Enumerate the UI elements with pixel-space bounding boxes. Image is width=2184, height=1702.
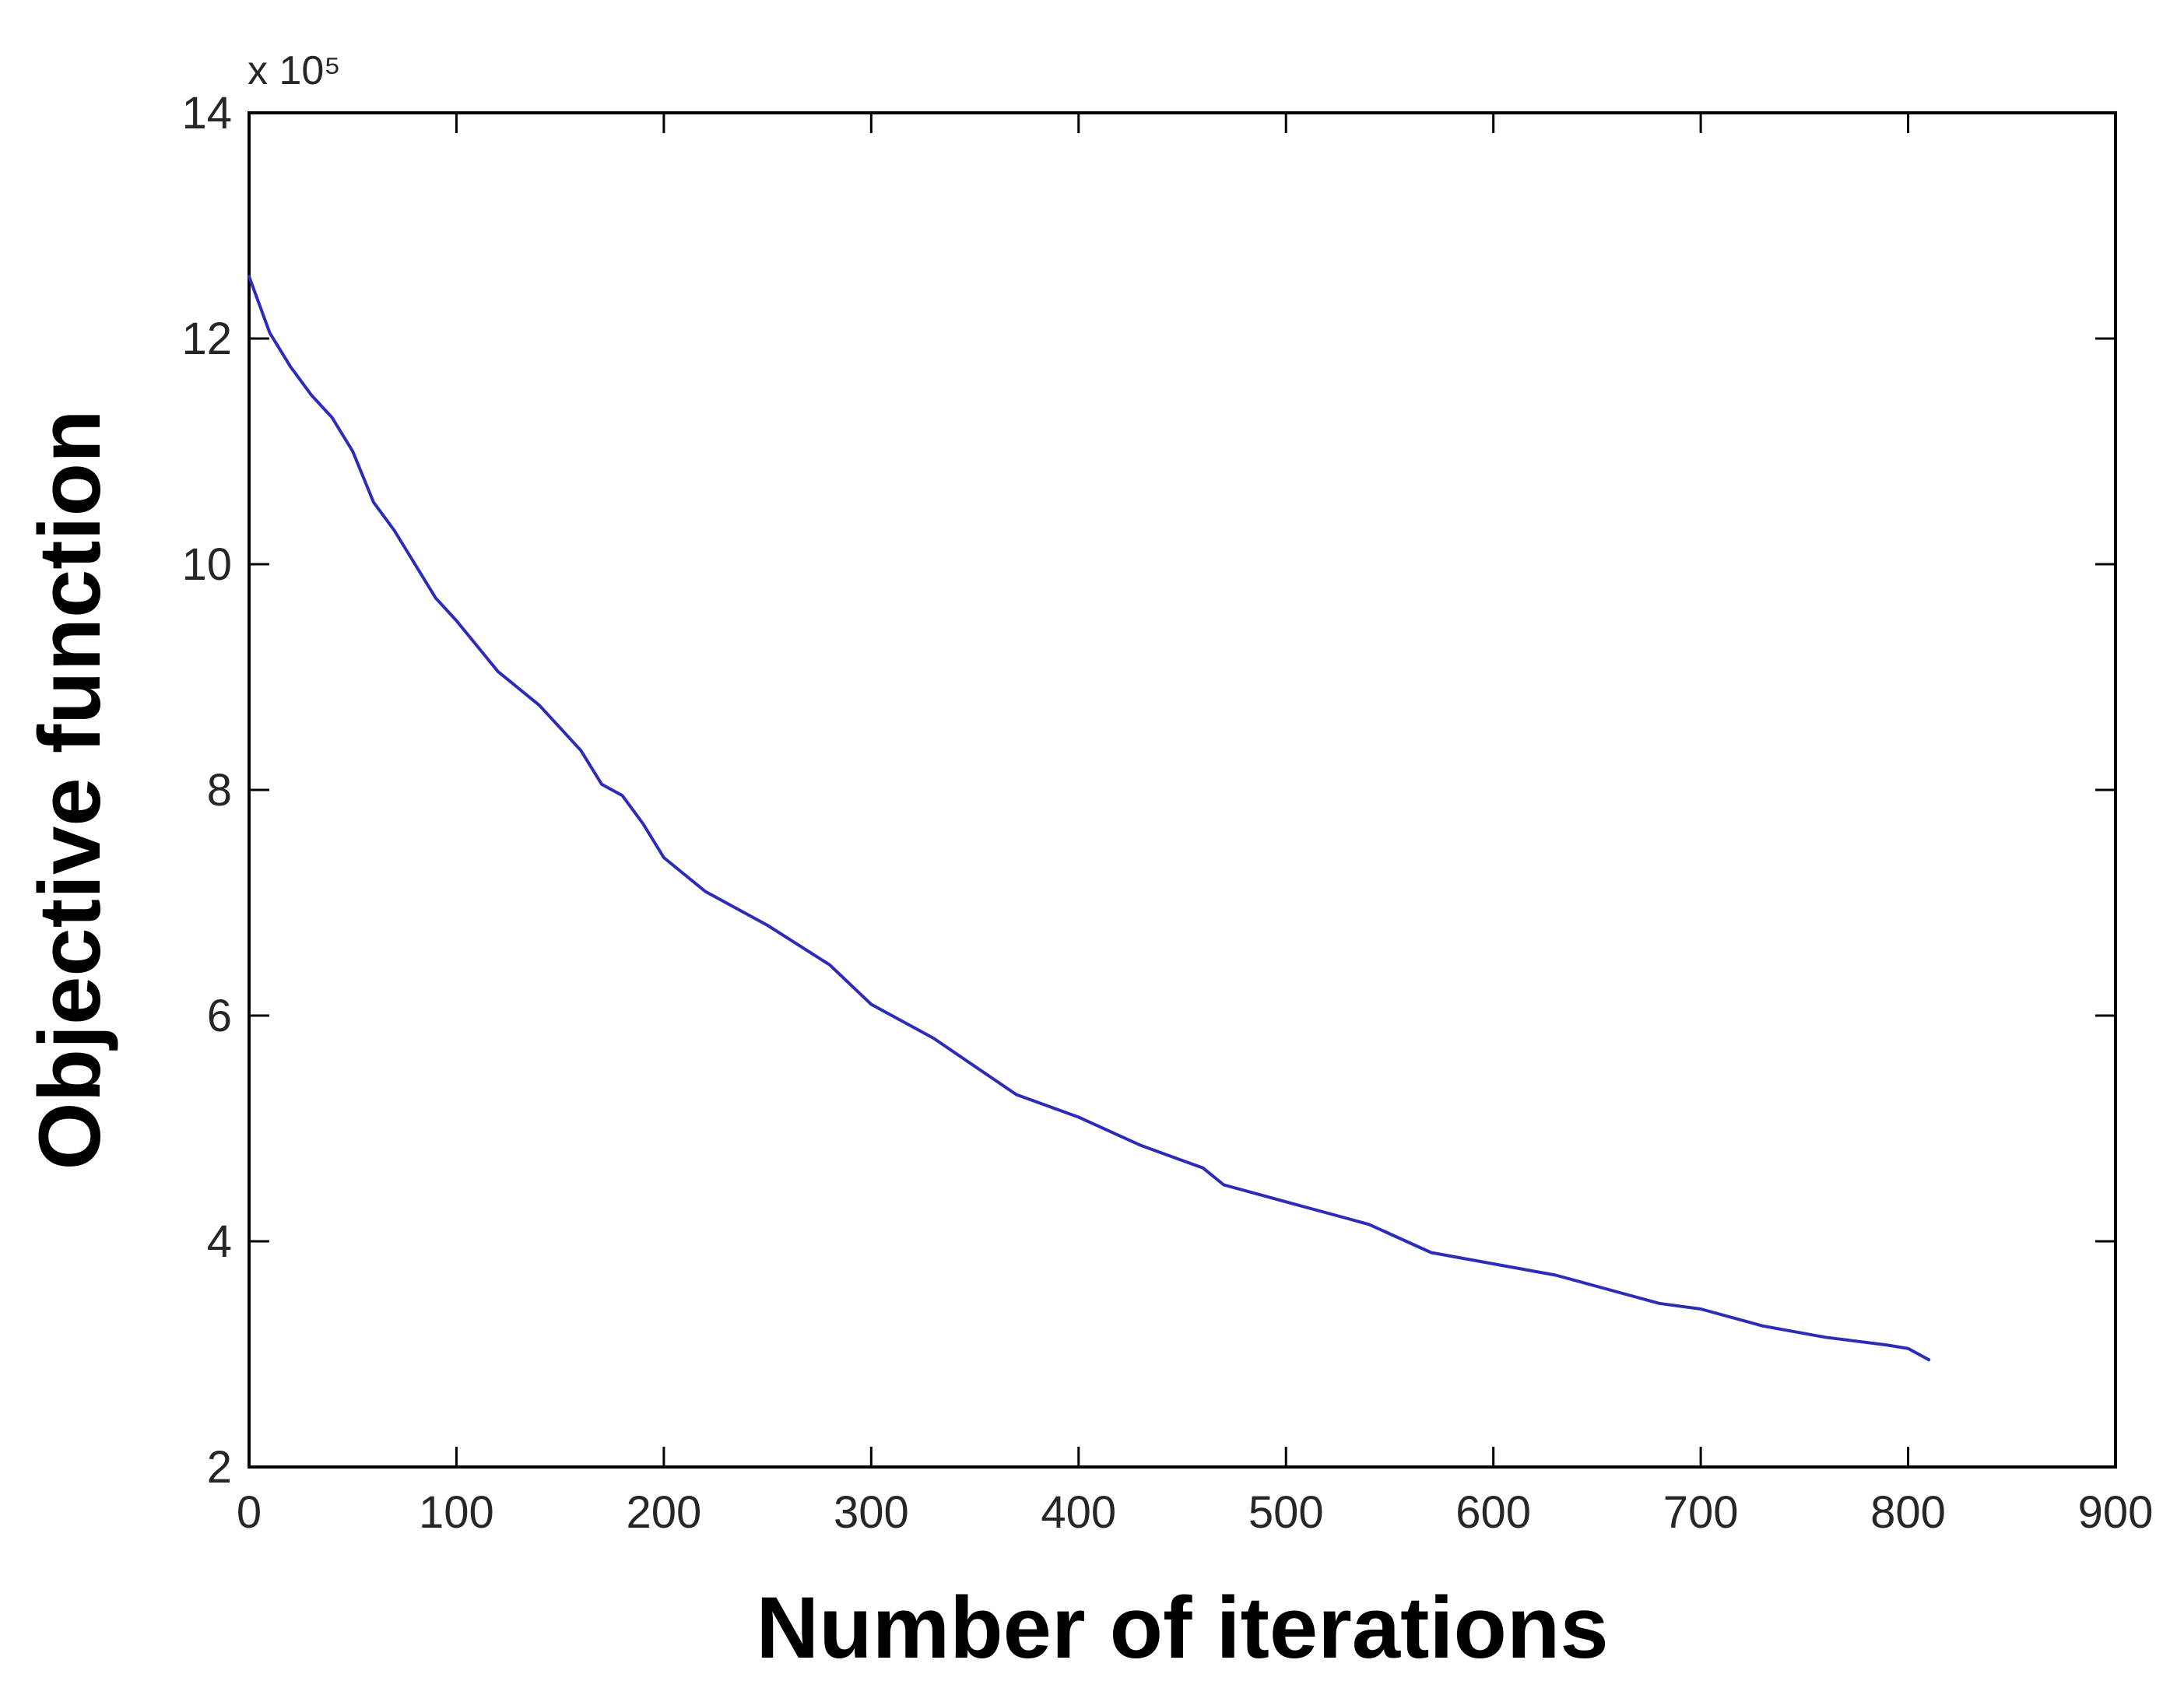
plot-area	[248, 111, 2117, 1469]
y-axis-label: Objective function	[21, 410, 118, 1170]
x-tick-label: 0	[237, 1487, 262, 1538]
objective-function-line	[248, 275, 1931, 1362]
x-tick-label: 500	[1248, 1487, 1324, 1538]
y-axis-ticks: 2 4 6 8 10 12 14	[181, 88, 2116, 1493]
y-tick-label: 2	[207, 1442, 232, 1493]
x-tick-label: 800	[1870, 1487, 1946, 1538]
y-tick-label: 14	[181, 88, 232, 139]
y-tick-label: 4	[207, 1216, 232, 1267]
x-tick-label: 900	[2078, 1487, 2154, 1538]
y-tick-label: 10	[181, 539, 232, 590]
y-tick-label: 8	[207, 765, 232, 816]
x-tick-label: 600	[1455, 1487, 1531, 1538]
x-tick-label: 300	[834, 1487, 909, 1538]
x-tick-label: 100	[419, 1487, 494, 1538]
y-tick-label: 12	[181, 314, 232, 364]
y-tick-label: 6	[207, 991, 232, 1041]
x-tick-label: 400	[1041, 1487, 1116, 1538]
y-exponent-label: x 10⁵	[248, 48, 341, 93]
x-tick-label: 200	[626, 1487, 701, 1538]
x-axis-label: Number of iterations	[756, 1579, 1608, 1676]
x-tick-label: 700	[1663, 1487, 1739, 1538]
x-axis-ticks: 0 100 200 300 400 500 600 700 800 900	[237, 113, 2154, 1538]
